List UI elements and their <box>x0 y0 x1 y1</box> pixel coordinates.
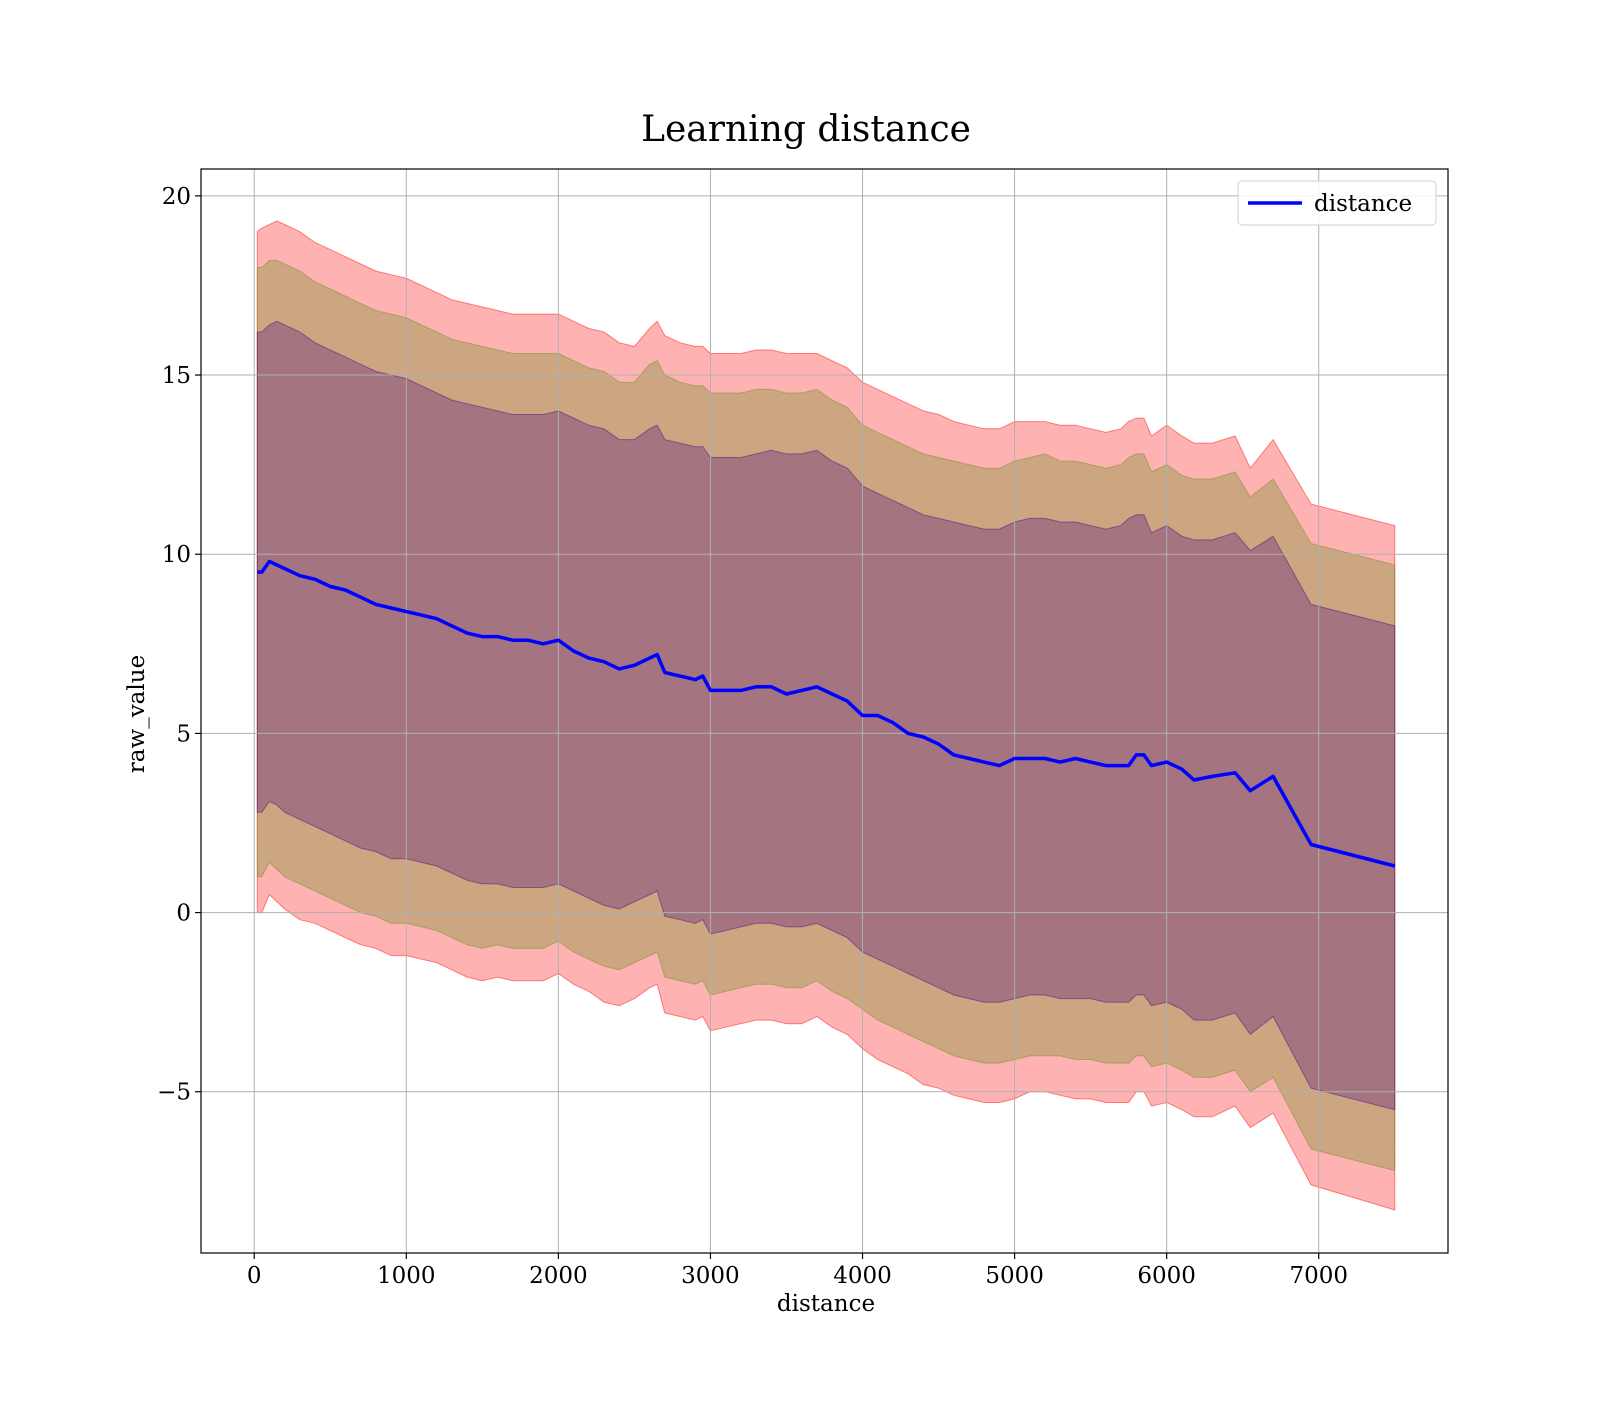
series-lines <box>257 559 1396 868</box>
x-tick-label: 5000 <box>985 1263 1044 1289</box>
y-axis-label: raw_value <box>124 655 150 773</box>
legend-label: distance <box>1314 191 1412 217</box>
chart-title: Learning distance <box>641 109 971 150</box>
x-tick-label: 4000 <box>833 1263 892 1289</box>
confidence-band-1 <box>256 220 1396 1211</box>
x-tick-label: 1000 <box>377 1263 436 1289</box>
grid-lines <box>201 169 1448 1253</box>
x-tick-label: 2000 <box>529 1263 588 1289</box>
x-tick-label: 6000 <box>1137 1263 1196 1289</box>
confidence-bands <box>256 220 1396 1211</box>
legend-box <box>1237 180 1437 226</box>
y-tick-label: 15 <box>162 363 191 389</box>
confidence-band-2 <box>256 259 1396 1172</box>
y-tick-label: −5 <box>157 1080 191 1106</box>
x-tick-label: 0 <box>247 1263 262 1289</box>
series-line-distance <box>257 559 1396 868</box>
x-tick-label: 3000 <box>681 1263 740 1289</box>
x-tick-label: 7000 <box>1289 1263 1348 1289</box>
y-tick-label: 20 <box>162 184 191 210</box>
plot-area-frame <box>200 168 1449 1254</box>
y-tick-label: 5 <box>176 721 191 747</box>
x-axis-label: distance <box>777 1291 875 1317</box>
axis-ticks: 0 1000 2000 3000 4000 5000 6000 7000 −5 0 5 10 15 20 <box>157 184 1348 1289</box>
legend: distance <box>1237 180 1437 226</box>
y-tick-label: 0 <box>176 901 191 927</box>
y-tick-label: 10 <box>162 542 191 568</box>
